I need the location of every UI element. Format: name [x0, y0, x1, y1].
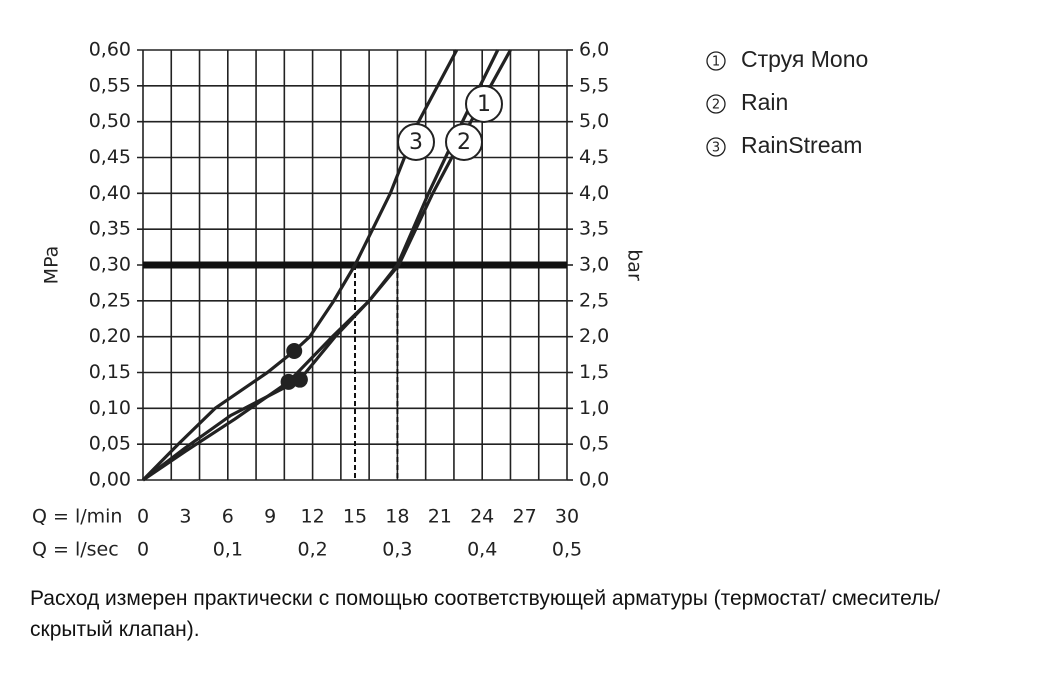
y-tick-label: 0,00	[89, 469, 131, 491]
point-marker	[291, 371, 308, 388]
x-tick-label: 12	[301, 506, 325, 528]
curve-tag-label: 1	[477, 92, 491, 117]
x2-axis-label: Q = l/sec	[32, 539, 119, 561]
y2-tick-label: 2,5	[579, 289, 609, 311]
y2-axis-label: bar	[624, 249, 646, 281]
y-tick-label: 0,40	[89, 182, 131, 204]
y2-tick-label: 3,0	[579, 254, 609, 276]
curve-tag	[397, 123, 435, 161]
x2-tick-label: 0,1	[213, 539, 243, 561]
y2-tick-label: 1,0	[579, 397, 609, 419]
note: Расход измерен практически с помощью соо…	[30, 587, 941, 641]
x-tick-label: 15	[343, 506, 367, 528]
x2-tick-label: 0	[137, 539, 149, 561]
y2-tick-label: 5,0	[579, 110, 609, 132]
y2-tick-label: 1,5	[579, 361, 609, 383]
y2-tick-label: 5,5	[579, 74, 609, 96]
y2-tick-label: 4,0	[579, 182, 609, 204]
x-axis-label: Q = l/min	[32, 506, 122, 528]
x2-tick-label: 0,3	[382, 539, 412, 561]
x-tick-label: 18	[385, 506, 409, 528]
legend-symbol	[706, 137, 726, 157]
y2-tick-label: 0,0	[579, 469, 609, 491]
x-tick-label: 0	[137, 506, 149, 528]
y-tick-label: 0,10	[89, 397, 131, 419]
legend-symbol	[706, 51, 726, 71]
y2-tick-label: 3,5	[579, 218, 609, 240]
y-tick-label: 0,45	[89, 146, 131, 168]
curve-tag-label: 2	[457, 130, 471, 155]
y-axis-label: MPa	[41, 246, 63, 285]
legend-label: Rain	[741, 89, 788, 115]
legend-label: Струя Mono	[741, 46, 868, 72]
y-tick-label: 0,50	[89, 110, 131, 132]
x-tick-label: 3	[179, 506, 191, 528]
curve-tag-label: 3	[409, 130, 423, 155]
y-tick-label: 0,60	[89, 39, 131, 61]
x2-tick-label: 0,2	[297, 539, 327, 561]
series-line	[141, 49, 459, 482]
x-tick-label: 24	[470, 506, 494, 528]
y-tick-label: 0,20	[89, 325, 131, 347]
y2-tick-label: 6,0	[579, 39, 609, 61]
y2-tick-label: 4,5	[579, 146, 609, 168]
y-tick-label: 0,15	[89, 361, 131, 383]
legend-symbol-label: 3	[712, 141, 720, 156]
x2-tick-label: 0,5	[552, 539, 582, 561]
curve-tag	[445, 123, 483, 161]
note-box: Расход измерен практически с помощью соо…	[30, 587, 941, 641]
x2-tick-label: 0,4	[467, 539, 497, 561]
point-marker	[286, 343, 303, 359]
x-tick-label: 21	[428, 506, 452, 528]
legend-label: RainStream	[741, 132, 862, 158]
x-tick-label: 30	[555, 506, 579, 528]
y2-tick-label: 0,5	[579, 433, 609, 455]
x-tick-label: 6	[222, 506, 234, 528]
x-tick-label: 27	[513, 506, 537, 528]
curve-tag	[465, 85, 503, 123]
series-line	[142, 49, 500, 482]
legend-symbol-label: 1	[712, 55, 720, 70]
y-tick-label: 0,55	[89, 74, 131, 96]
legend-symbol-label: 2	[712, 98, 720, 113]
y-tick-label: 0,30	[89, 254, 131, 276]
y-tick-label: 0,05	[89, 433, 131, 455]
legend-symbol	[706, 94, 726, 114]
y-tick-label: 0,25	[89, 289, 131, 311]
x-tick-label: 9	[264, 506, 276, 528]
y2-tick-label: 2,0	[579, 325, 609, 347]
y-tick-label: 0,35	[89, 218, 131, 240]
